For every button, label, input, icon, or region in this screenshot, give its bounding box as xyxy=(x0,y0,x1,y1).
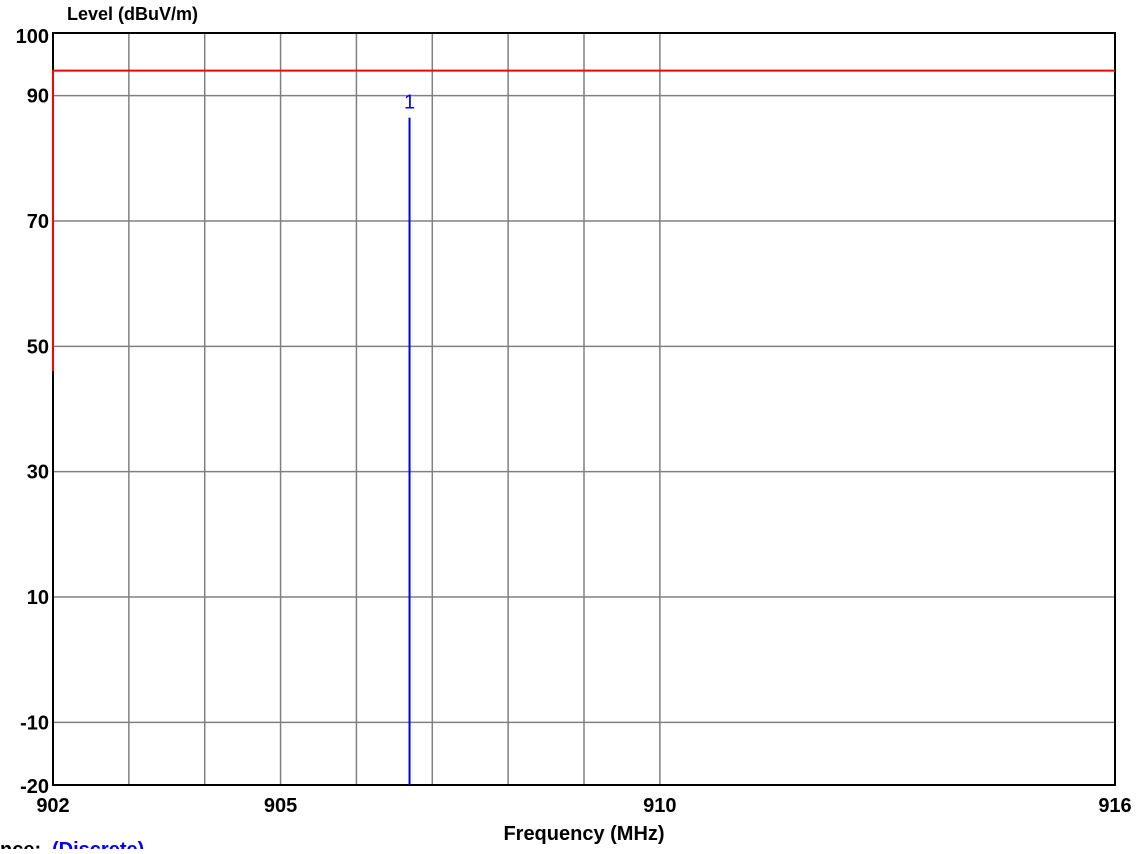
plot-frame xyxy=(52,32,1116,786)
x-tick-label: 902 xyxy=(36,795,69,817)
y-tick-label: 30 xyxy=(27,462,49,484)
footer-value: (Discrete) xyxy=(52,839,144,849)
y-tick-label: 10 xyxy=(27,587,49,609)
x-tick-label: 910 xyxy=(643,795,676,817)
footer-label: nce: xyxy=(0,839,41,849)
y-tick-label: 70 xyxy=(27,211,49,233)
limit-line xyxy=(52,69,1115,372)
y-tick-label: -20 xyxy=(20,776,49,798)
y-axis-title: Level (dBuV/m) xyxy=(67,4,198,24)
y-tick-label: 100 xyxy=(16,26,49,48)
x-axis-title: Frequency (MHz) xyxy=(503,823,664,845)
x-tick-label: 905 xyxy=(264,795,297,817)
marker-label: 1 xyxy=(404,92,415,114)
series-layer xyxy=(52,69,1115,372)
grid xyxy=(53,33,1115,785)
tick-labels: 902 905 910 916 100 90 70 50 30 10 -10 -20 xyxy=(16,26,1132,817)
y-tick-label: -10 xyxy=(20,712,49,734)
y-tick-label: 50 xyxy=(27,336,49,358)
marker-layer: 1 xyxy=(404,92,415,785)
y-tick-label: 90 xyxy=(27,86,49,108)
x-tick-label: 916 xyxy=(1098,795,1131,817)
